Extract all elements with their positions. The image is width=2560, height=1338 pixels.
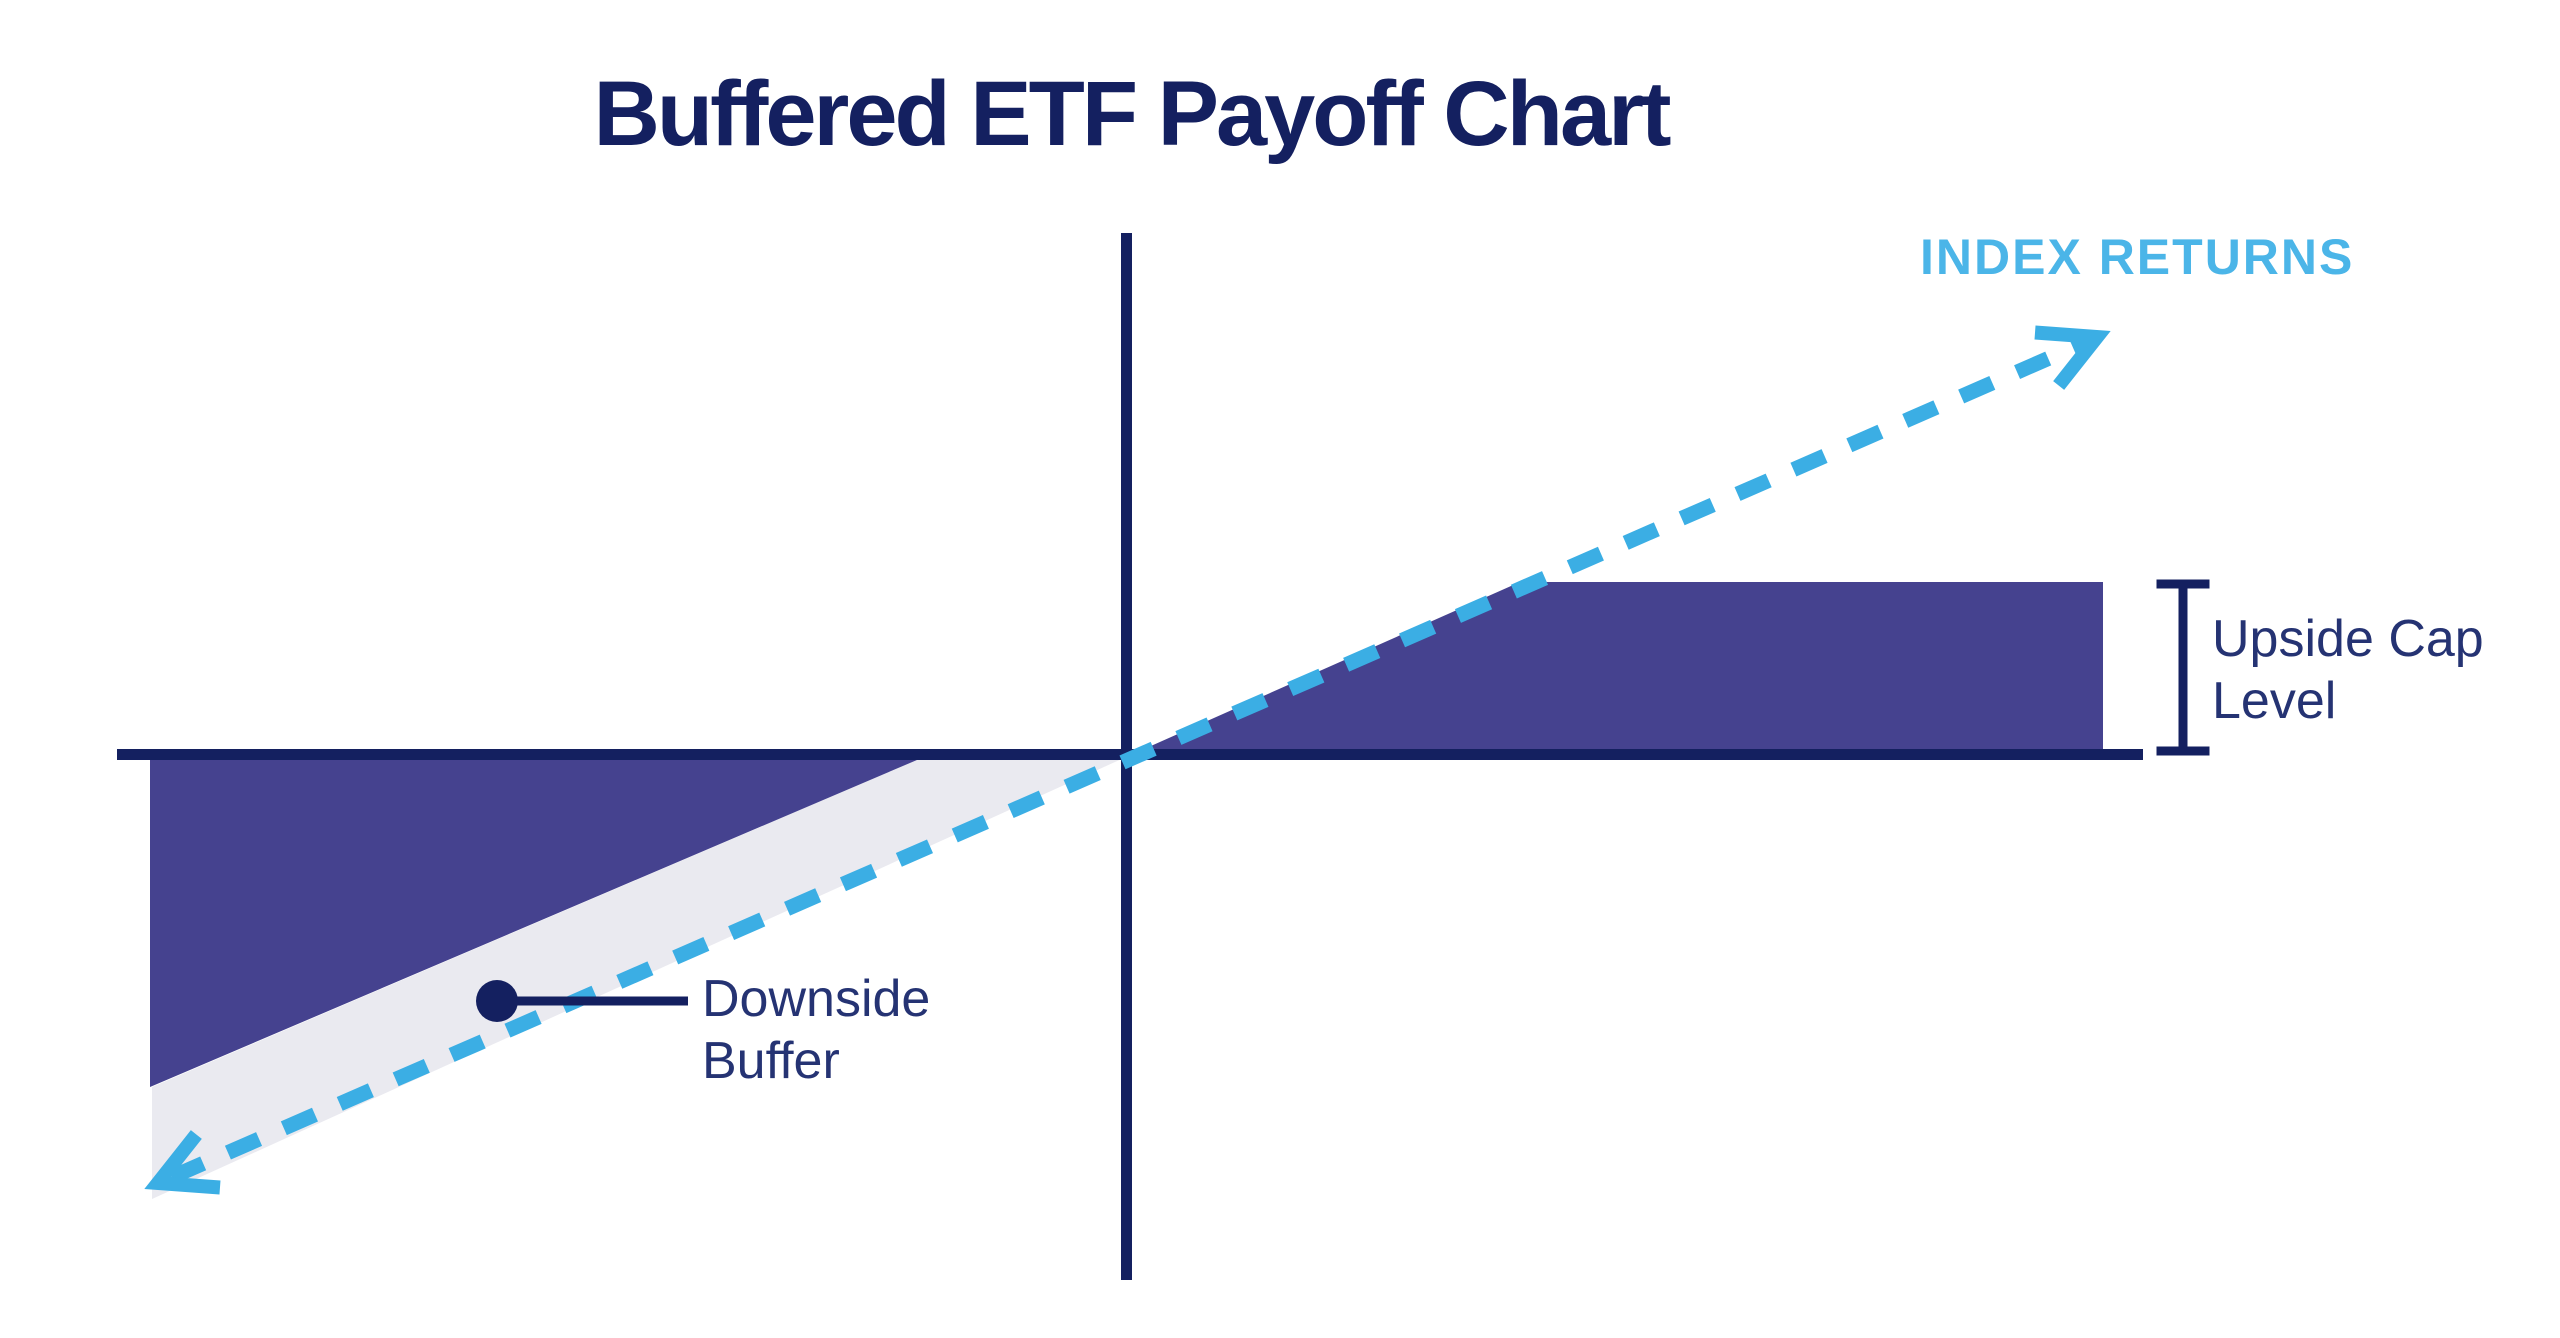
index-returns-dashed-line: [169, 335, 2089, 1184]
arrowhead-up-right-icon: [2034, 325, 2111, 390]
etf-upside-area: [1126, 582, 2103, 757]
index-returns-label: INDEX RETURNS: [1920, 229, 2355, 285]
page-title: Buffered ETF Payoff Chart: [593, 63, 1671, 165]
downside-buffer-label-line2: Buffer: [702, 1032, 840, 1090]
etf-downside-area: [150, 757, 924, 1087]
downside-buffer-label: Downside Buffer: [702, 968, 930, 1092]
upside-cap-level-label-line2: Level: [2212, 672, 2337, 730]
downside-buffer-dot: [476, 980, 518, 1022]
upside-cap-level-label: Upside Cap Level: [2212, 608, 2484, 732]
arrowhead-down-left-icon: [144, 1130, 221, 1195]
upside-cap-level-label-line1: Upside Cap: [2212, 610, 2484, 668]
upside-cap-bracket: [2156, 579, 2210, 756]
downside-buffer-label-line1: Downside: [702, 970, 931, 1028]
